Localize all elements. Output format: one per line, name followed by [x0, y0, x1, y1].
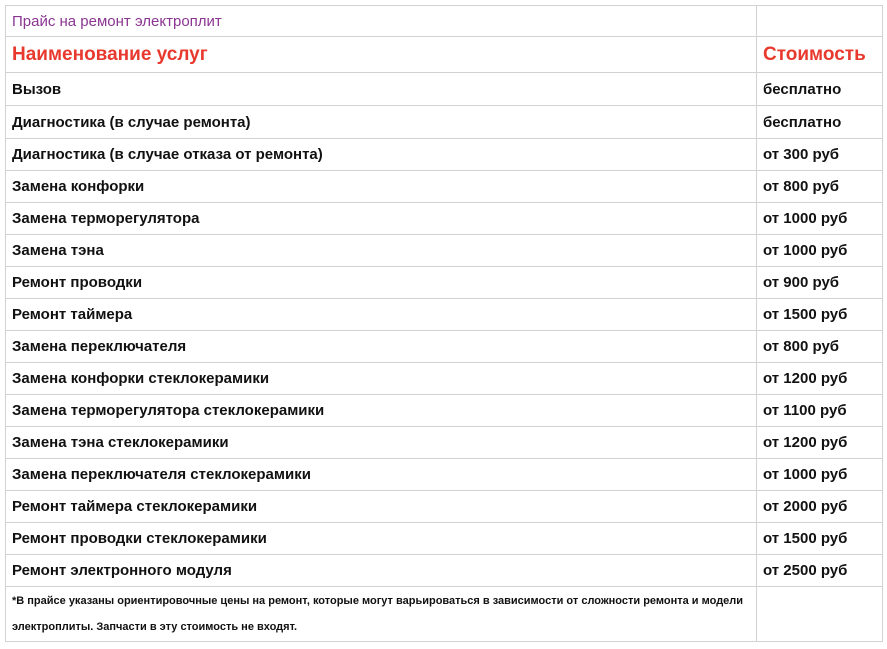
service-name: Ремонт таймера — [5, 298, 757, 331]
service-name: Ремонт проводки — [5, 266, 757, 299]
service-price: от 1200 руб — [756, 426, 883, 459]
header-service: Наименование услуг — [5, 36, 757, 73]
service-price: от 2500 руб — [756, 554, 883, 587]
service-price: от 1200 руб — [756, 362, 883, 395]
service-price: от 2000 руб — [756, 490, 883, 523]
table-row: Ремонт таймера от 1500 руб — [5, 298, 883, 331]
service-name: Вызов — [5, 72, 757, 106]
service-name: Замена терморегулятора стеклокерамики — [5, 394, 757, 427]
table-row: Замена терморегулятора стеклокерамики от … — [5, 394, 883, 427]
table-row: Ремонт таймера стеклокерамики от 2000 руб — [5, 490, 883, 523]
service-name: Ремонт электронного модуля — [5, 554, 757, 587]
title-row: Прайс на ремонт электроплит — [5, 5, 883, 37]
service-price: от 1000 руб — [756, 234, 883, 267]
empty-cell — [756, 5, 883, 37]
table-row: Замена тэна от 1000 руб — [5, 234, 883, 267]
table-row: Ремонт электронного модуля от 2500 руб — [5, 554, 883, 587]
table-row: Ремонт проводки от 900 руб — [5, 266, 883, 299]
service-name: Диагностика (в случае ремонта) — [5, 105, 757, 139]
service-price: от 1000 руб — [756, 458, 883, 491]
service-name: Замена переключателя стеклокерамики — [5, 458, 757, 491]
table-row: Замена переключателя стеклокерамики от 10… — [5, 458, 883, 491]
service-price: от 1100 руб — [756, 394, 883, 427]
price-table: Прайс на ремонт электроплит Наименование… — [5, 5, 883, 642]
table-title: Прайс на ремонт электроплит — [5, 5, 757, 37]
table-row: Замена конфорки стеклокерамики от 1200 ру… — [5, 362, 883, 395]
service-name: Ремонт проводки стеклокерамики — [5, 522, 757, 555]
table-row: Диагностика (в случае отказа от ремонта)… — [5, 138, 883, 171]
table-row: Ремонт проводки стеклокерамики от 1500 ру… — [5, 522, 883, 555]
service-name: Замена тэна стеклокерамики — [5, 426, 757, 459]
table-row: Замена конфорки от 800 руб — [5, 170, 883, 203]
table-row: Замена тэна стеклокерамики от 1200 руб — [5, 426, 883, 459]
service-price: от 1500 руб — [756, 522, 883, 555]
table-row: Вызов бесплатно — [5, 72, 883, 106]
service-price: от 800 руб — [756, 330, 883, 363]
footnote: *В прайсе указаны ориентировочные цены н… — [5, 586, 757, 642]
service-price: бесплатно — [756, 72, 883, 106]
table-row: Замена терморегулятора от 1000 руб — [5, 202, 883, 235]
service-name: Замена тэна — [5, 234, 757, 267]
header-price: Стоимость — [756, 36, 883, 73]
service-name: Замена переключателя — [5, 330, 757, 363]
header-row: Наименование услуг Стоимость — [5, 36, 883, 73]
table-row: Замена переключателя от 800 руб — [5, 330, 883, 363]
service-name: Замена терморегулятора — [5, 202, 757, 235]
empty-cell — [756, 586, 883, 642]
service-price: от 800 руб — [756, 170, 883, 203]
service-name: Ремонт таймера стеклокерамики — [5, 490, 757, 523]
service-name: Замена конфорки стеклокерамики — [5, 362, 757, 395]
table-row: Диагностика (в случае ремонта) бесплатно — [5, 105, 883, 139]
service-name: Диагностика (в случае отказа от ремонта) — [5, 138, 757, 171]
service-price: бесплатно — [756, 105, 883, 139]
note-row: *В прайсе указаны ориентировочные цены н… — [5, 586, 883, 642]
service-name: Замена конфорки — [5, 170, 757, 203]
service-price: от 900 руб — [756, 266, 883, 299]
service-price: от 1000 руб — [756, 202, 883, 235]
service-price: от 300 руб — [756, 138, 883, 171]
service-price: от 1500 руб — [756, 298, 883, 331]
